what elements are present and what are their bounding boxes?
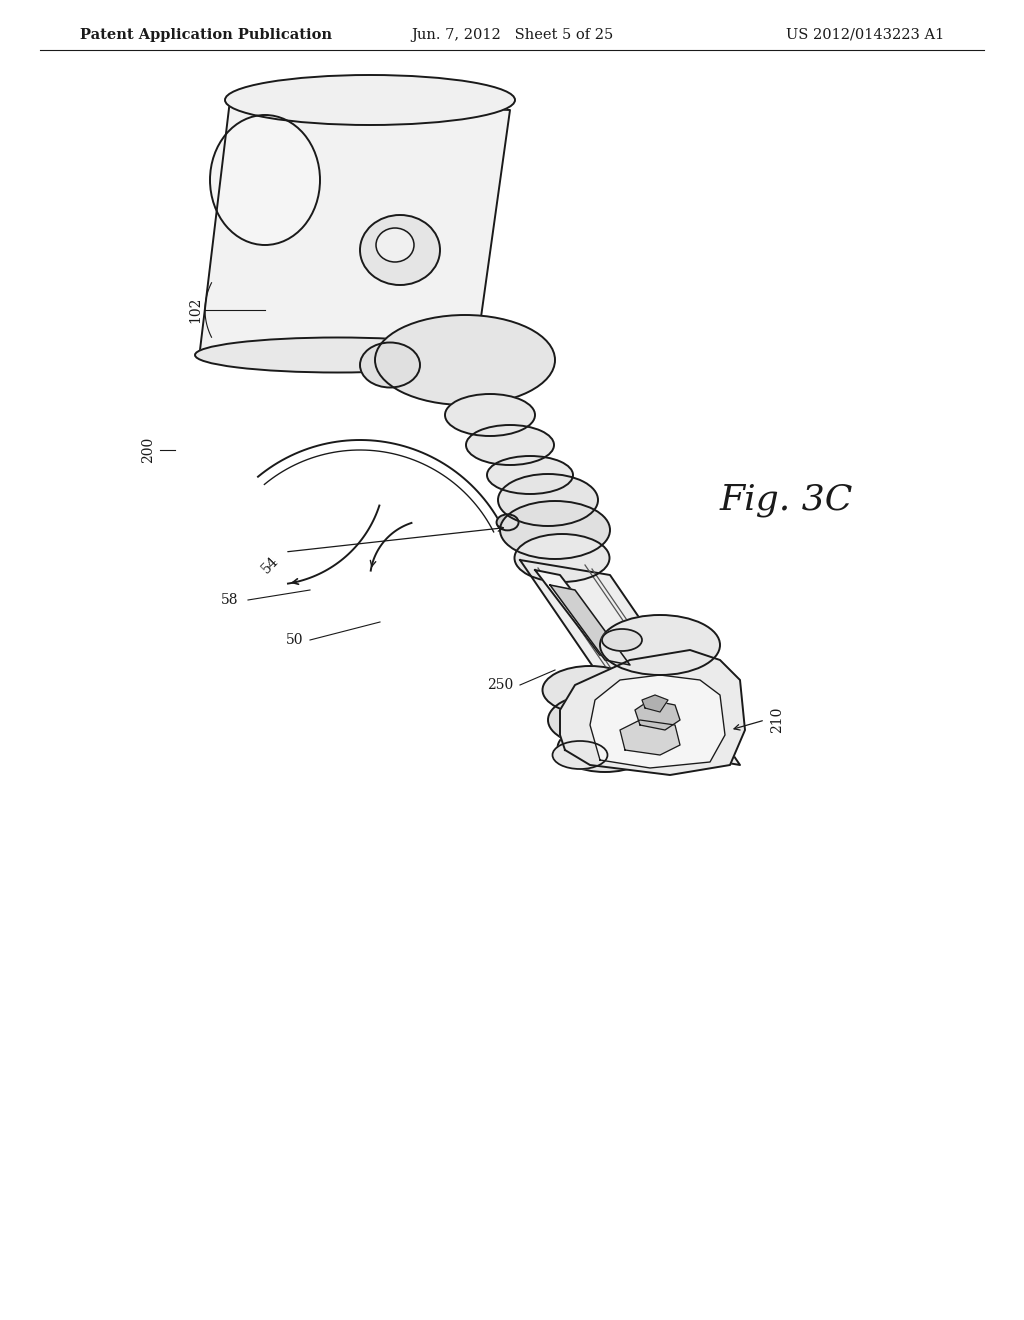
Ellipse shape xyxy=(225,75,515,125)
Ellipse shape xyxy=(500,502,610,558)
Ellipse shape xyxy=(195,338,480,372)
Ellipse shape xyxy=(548,694,648,746)
Text: Patent Application Publication: Patent Application Publication xyxy=(80,28,332,42)
Ellipse shape xyxy=(487,455,573,494)
Polygon shape xyxy=(550,585,630,665)
Ellipse shape xyxy=(445,393,535,436)
Text: 50: 50 xyxy=(287,634,304,647)
Text: 210: 210 xyxy=(770,706,784,733)
Ellipse shape xyxy=(360,342,420,388)
Text: 58: 58 xyxy=(221,593,239,607)
Text: 200: 200 xyxy=(141,437,155,463)
Ellipse shape xyxy=(514,535,609,582)
Polygon shape xyxy=(642,696,668,711)
Polygon shape xyxy=(535,570,625,660)
Polygon shape xyxy=(560,649,745,775)
Text: Fig. 3C: Fig. 3C xyxy=(720,483,853,517)
Text: US 2012/0143223 A1: US 2012/0143223 A1 xyxy=(785,28,944,42)
Polygon shape xyxy=(520,560,740,766)
Ellipse shape xyxy=(466,425,554,465)
Text: 250: 250 xyxy=(486,678,513,692)
Text: 54: 54 xyxy=(259,554,282,577)
Ellipse shape xyxy=(376,228,414,261)
Ellipse shape xyxy=(600,615,720,675)
Ellipse shape xyxy=(375,315,555,405)
Ellipse shape xyxy=(602,630,642,651)
Polygon shape xyxy=(590,675,725,768)
Text: 102: 102 xyxy=(188,297,202,323)
Ellipse shape xyxy=(543,667,638,714)
Polygon shape xyxy=(620,719,680,755)
Polygon shape xyxy=(635,700,680,730)
Ellipse shape xyxy=(557,723,652,772)
Ellipse shape xyxy=(497,515,518,531)
Polygon shape xyxy=(200,100,510,360)
Ellipse shape xyxy=(210,115,319,246)
Ellipse shape xyxy=(498,474,598,525)
Text: Jun. 7, 2012   Sheet 5 of 25: Jun. 7, 2012 Sheet 5 of 25 xyxy=(411,28,613,42)
Ellipse shape xyxy=(553,741,607,770)
Ellipse shape xyxy=(360,215,440,285)
